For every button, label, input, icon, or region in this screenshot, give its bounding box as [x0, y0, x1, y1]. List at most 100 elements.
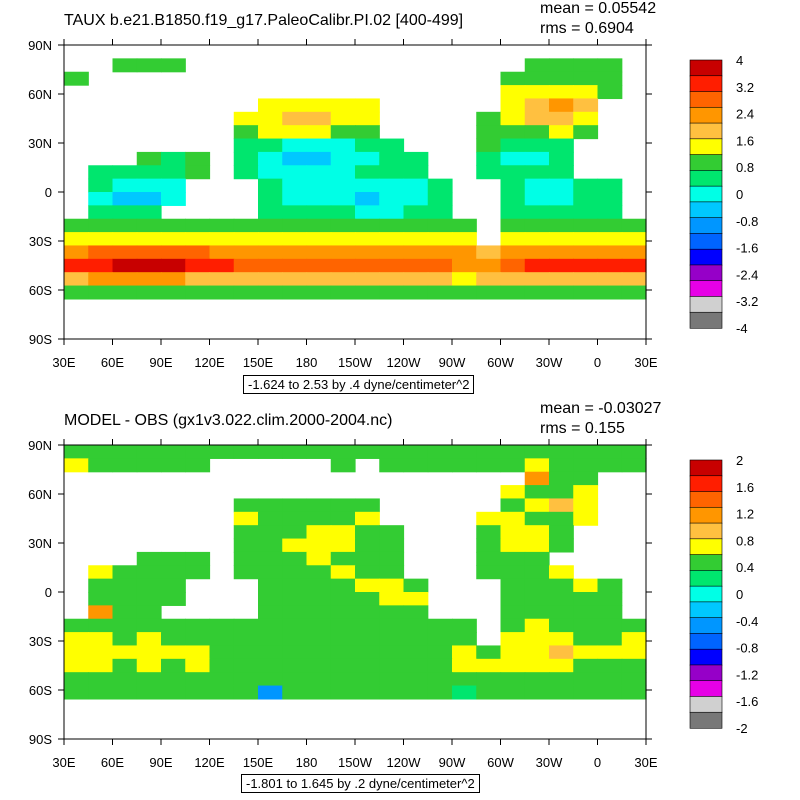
field-cell	[258, 125, 283, 140]
field-cell	[136, 58, 162, 73]
field-cell	[330, 125, 356, 140]
field-cell	[185, 618, 211, 633]
field-cell	[161, 592, 186, 606]
field-cell	[524, 498, 550, 513]
field-cell	[355, 218, 380, 233]
field-cell	[209, 685, 235, 700]
field-cell	[282, 151, 308, 166]
field-cell	[209, 232, 235, 247]
field-cell	[161, 658, 186, 673]
field-cell	[258, 618, 283, 633]
field-cell	[549, 178, 574, 193]
field-cell	[282, 138, 308, 153]
field-cell	[500, 458, 526, 473]
field-cell	[64, 658, 89, 673]
field-cell	[524, 538, 550, 553]
field-cell	[524, 551, 550, 566]
field-cell	[112, 245, 138, 260]
colorbar-label: 1.6	[736, 133, 754, 148]
field-cell	[524, 85, 550, 100]
y-tick-label: 0	[45, 185, 52, 200]
field-cell	[500, 618, 526, 633]
field-cell	[355, 165, 380, 180]
field-cell	[476, 111, 502, 126]
x-tick-label: 90W	[439, 355, 466, 370]
x-tick-label: 90W	[439, 755, 466, 770]
field-cell	[452, 685, 477, 700]
field-cell	[330, 538, 356, 553]
field-cell	[185, 285, 211, 300]
field-cell	[452, 232, 477, 247]
field-cell	[112, 458, 138, 473]
colorbar-swatch	[689, 59, 723, 77]
field-cell	[500, 685, 526, 700]
field-cell	[282, 498, 308, 513]
field-cell	[64, 285, 89, 300]
field-cell	[258, 511, 283, 526]
field-cell	[306, 498, 332, 513]
field-cell	[355, 111, 380, 126]
field-cell	[185, 672, 211, 687]
field-cell	[282, 658, 308, 673]
field-cell	[597, 658, 623, 673]
field-cell	[549, 285, 574, 300]
field-cell	[306, 258, 332, 273]
field-cell	[621, 645, 647, 660]
field-cell	[573, 245, 599, 260]
field-cell	[427, 632, 453, 647]
x-tick-label: 0	[594, 355, 601, 370]
field-cell	[621, 245, 647, 260]
x-tick-label: 30E	[634, 355, 657, 370]
field-cell	[379, 272, 405, 287]
colorbar-label: 0.8	[736, 160, 754, 175]
field-cell	[379, 458, 405, 473]
field-cell	[427, 672, 453, 687]
field-cell	[306, 645, 332, 660]
field-cell	[88, 632, 114, 647]
field-cell	[136, 672, 162, 687]
colorbar-swatch	[689, 506, 723, 524]
field-cell	[136, 151, 162, 166]
field-cell	[573, 485, 599, 500]
field-cell	[524, 192, 550, 206]
colorbar-swatch	[689, 122, 723, 140]
field-cell	[306, 192, 332, 206]
field-cell	[500, 658, 526, 673]
field-cell	[306, 125, 332, 140]
field-cell	[330, 551, 356, 566]
field-cell	[306, 511, 332, 526]
field-cell	[112, 672, 138, 687]
field-cell	[379, 165, 405, 180]
field-cell	[330, 592, 356, 606]
field-cell	[573, 111, 599, 126]
field-cell	[306, 178, 332, 193]
field-cell	[161, 165, 186, 180]
field-cell	[209, 672, 235, 687]
x-tick-label: 180	[296, 755, 318, 770]
field-cell	[282, 578, 308, 593]
field-cell	[573, 658, 599, 673]
field-cell	[549, 205, 574, 220]
field-cell	[330, 111, 356, 126]
field-cell	[258, 151, 283, 166]
field-cell	[136, 272, 162, 287]
colorbar-swatch	[689, 138, 723, 156]
field-cell	[524, 205, 550, 220]
field-cell	[161, 178, 186, 193]
field-cell	[258, 232, 283, 247]
colorbar-label: 1.2	[736, 507, 754, 522]
field-cell	[330, 232, 356, 247]
field-cell	[306, 151, 332, 166]
field-cell	[597, 645, 623, 660]
field-cell	[258, 205, 283, 220]
field-cell	[355, 565, 380, 580]
colorbar-label: 0.4	[736, 560, 754, 575]
field-cell	[136, 565, 162, 580]
field-cell	[88, 672, 114, 687]
field-cell	[379, 192, 405, 206]
colorbar-label: 4	[736, 53, 743, 68]
field-cell	[524, 258, 550, 273]
field-cell	[355, 232, 380, 247]
field-cell	[524, 58, 550, 73]
field-cell	[88, 458, 114, 473]
